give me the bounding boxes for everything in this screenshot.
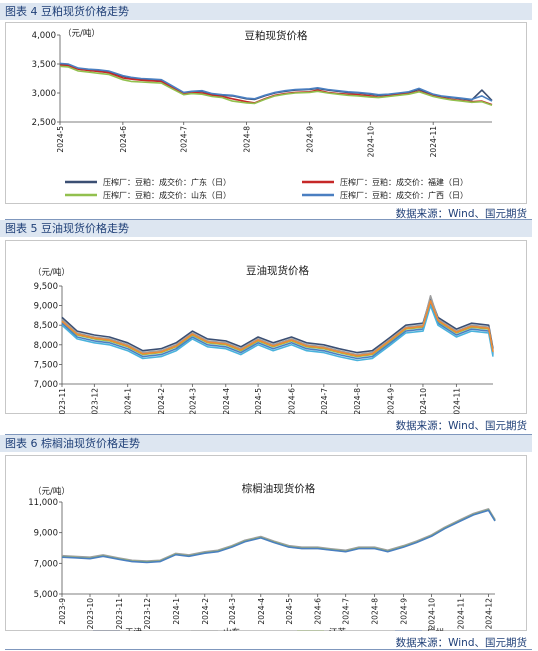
- y-unit-label: （元/吨）: [63, 28, 100, 39]
- y-tick-label: 8,500: [34, 321, 58, 331]
- source-note: 数据来源：Wind、国元期货: [395, 420, 527, 432]
- series-line-3: [61, 509, 496, 564]
- y-tick-label: 11,000: [28, 498, 58, 508]
- y-tick-label: 5,000: [34, 590, 58, 600]
- y-unit-label: （元/吨）: [33, 486, 70, 497]
- chart-panel-palmoil: 图表 6 棕榈油现货价格走势 棕榈油现货价格 （元/吨） 5,000 7,000 9,0…: [0, 435, 538, 651]
- legend-label: 山东: [223, 627, 240, 631]
- y-tick-label: 9,000: [34, 302, 58, 312]
- series-line-4: [61, 304, 494, 362]
- figure-header: 图表 5 豆油现货价格走势: [0, 220, 532, 237]
- y-tick-label: 7,000: [34, 559, 58, 569]
- soymeal-chart: 豆粕现货价格 （元/吨） 2,500 3,000 3,500 4,000 2024-5 202…: [32, 28, 493, 200]
- x-tick-label: 2024-4: [257, 598, 266, 625]
- x-tick-label: 2023-12: [90, 388, 99, 414]
- figure-header-text: 图表 6 棕榈油现货价格走势: [5, 437, 140, 450]
- x-tick-label: 2024-8: [353, 388, 362, 414]
- y-tick-label: 4,000: [32, 31, 56, 41]
- divider: [5, 219, 532, 220]
- y-tick-label: 8,000: [34, 341, 58, 351]
- y-tick-label: 9,500: [34, 282, 58, 292]
- x-tick-label: 2024-5: [56, 126, 65, 153]
- x-tick-label: 2023-10: [86, 598, 95, 630]
- chart-title: 豆粕现货价格: [245, 29, 308, 42]
- x-tick-label: 2024-10: [419, 388, 428, 414]
- legend-label: 压榨厂：豆粕：成交价：广东（日）: [103, 177, 231, 187]
- x-tick-label: 2024-6: [288, 388, 297, 414]
- series-line-2: [59, 65, 493, 106]
- x-tick-label: 2024-1: [172, 598, 181, 625]
- x-tick-label: 2024-9: [305, 126, 314, 153]
- x-tick-label: 2024-11: [456, 598, 465, 630]
- y-tick-label: 3,000: [32, 89, 56, 99]
- x-tick-label: 2024-3: [188, 388, 197, 414]
- figure-header: 图表 4 豆粕现货价格走势: [0, 3, 532, 20]
- x-tick-label: 2024-7: [320, 388, 329, 414]
- figure-header-text: 图表 5 豆油现货价格走势: [5, 222, 129, 235]
- x-tick-label: 2024-6: [119, 126, 128, 153]
- x-tick-label: 2023-9: [58, 598, 67, 625]
- x-tick-label: 2024-9: [400, 598, 409, 625]
- legend-label: 广州: [427, 627, 444, 631]
- legend-label: 压榨厂：豆粕：成交价：山东（日）: [103, 190, 231, 200]
- x-tick-label: 2024-8: [371, 598, 380, 625]
- series-line-1: [59, 64, 493, 106]
- x-tick-label: 2024-7: [342, 598, 351, 625]
- legend-label: 天津: [125, 627, 143, 631]
- x-tick-label: 2023-11: [58, 388, 67, 414]
- x-tick-label: 2024-10: [428, 598, 437, 630]
- source-note: 数据来源：Wind、国元期货: [395, 637, 527, 649]
- y-tick-label: 7,000: [34, 380, 58, 390]
- chart-panel-soyoil: 图表 5 豆油现货价格走势 豆油现货价格 （元/吨） 7,000 7,500 8,000…: [0, 220, 538, 435]
- chart-panel-soymeal: 图表 4 豆粕现货价格走势 豆粕现货价格 （元/吨） 2,500 3,000 3,500…: [0, 3, 538, 220]
- x-tick-label: 2023-11: [115, 598, 124, 630]
- series-line-1: [61, 294, 494, 356]
- y-tick-label: 7,500: [34, 360, 58, 370]
- x-tick-label: 2024-2: [201, 598, 210, 625]
- x-tick-label: 2024-5: [254, 388, 263, 414]
- x-tick-label: 2023-12: [143, 598, 152, 630]
- x-tick-label: 2024-11: [452, 388, 461, 414]
- x-tick-label: 2024-10: [366, 126, 375, 158]
- x-tick-label: 2024-4: [222, 388, 231, 414]
- x-tick-label: 2024-1: [124, 388, 133, 414]
- series-line-3: [59, 62, 493, 102]
- y-tick-label: 2,500: [32, 118, 56, 128]
- x-tick-label: 2024-11: [429, 126, 438, 158]
- source-note: 数据来源：Wind、国元期货: [395, 208, 527, 220]
- x-tick-label: 2024-9: [387, 388, 396, 414]
- y-tick-label: 9,000: [34, 529, 58, 539]
- legend-label: 压榨厂：豆粕：成交价：福建（日）: [340, 177, 468, 187]
- x-tick-label: 2024-12: [484, 598, 493, 630]
- series-line-1: [61, 508, 496, 562]
- soyoil-chart: 豆油现货价格 （元/吨） 7,000 7,500 8,000 8,500 9,000 9,50…: [33, 264, 494, 414]
- legend-label: 江苏: [329, 627, 347, 631]
- x-tick-label: 2024-2: [157, 388, 166, 414]
- figure-header-text: 图表 4 豆粕现货价格走势: [5, 5, 129, 18]
- figure-header: 图表 6 棕榈油现货价格走势: [0, 435, 532, 452]
- palmoil-chart: 棕榈油现货价格 （元/吨） 5,000 7,000 9,000 11,000 2023-9 2…: [28, 482, 496, 631]
- chart-title: 棕榈油现货价格: [242, 482, 316, 495]
- x-tick-label: 2024-3: [228, 598, 237, 625]
- chart-title: 豆油现货价格: [246, 264, 309, 277]
- x-tick-label: 2024-8: [243, 126, 252, 153]
- x-tick-label: 2024-5: [285, 598, 294, 625]
- chart-frame: [5, 455, 527, 631]
- chart-frame: [5, 240, 527, 414]
- divider: [5, 434, 532, 435]
- legend-label: 压榨厂：豆粕：成交价：广西（日）: [340, 190, 468, 200]
- chart-frame: [5, 22, 527, 204]
- x-tick-label: 2024-7: [180, 126, 189, 153]
- divider: [5, 649, 532, 650]
- y-unit-label: （元/吨）: [33, 267, 70, 278]
- y-tick-label: 3,500: [32, 60, 56, 70]
- x-tick-label: 2024-6: [314, 598, 323, 625]
- series-line-5: [61, 300, 494, 357]
